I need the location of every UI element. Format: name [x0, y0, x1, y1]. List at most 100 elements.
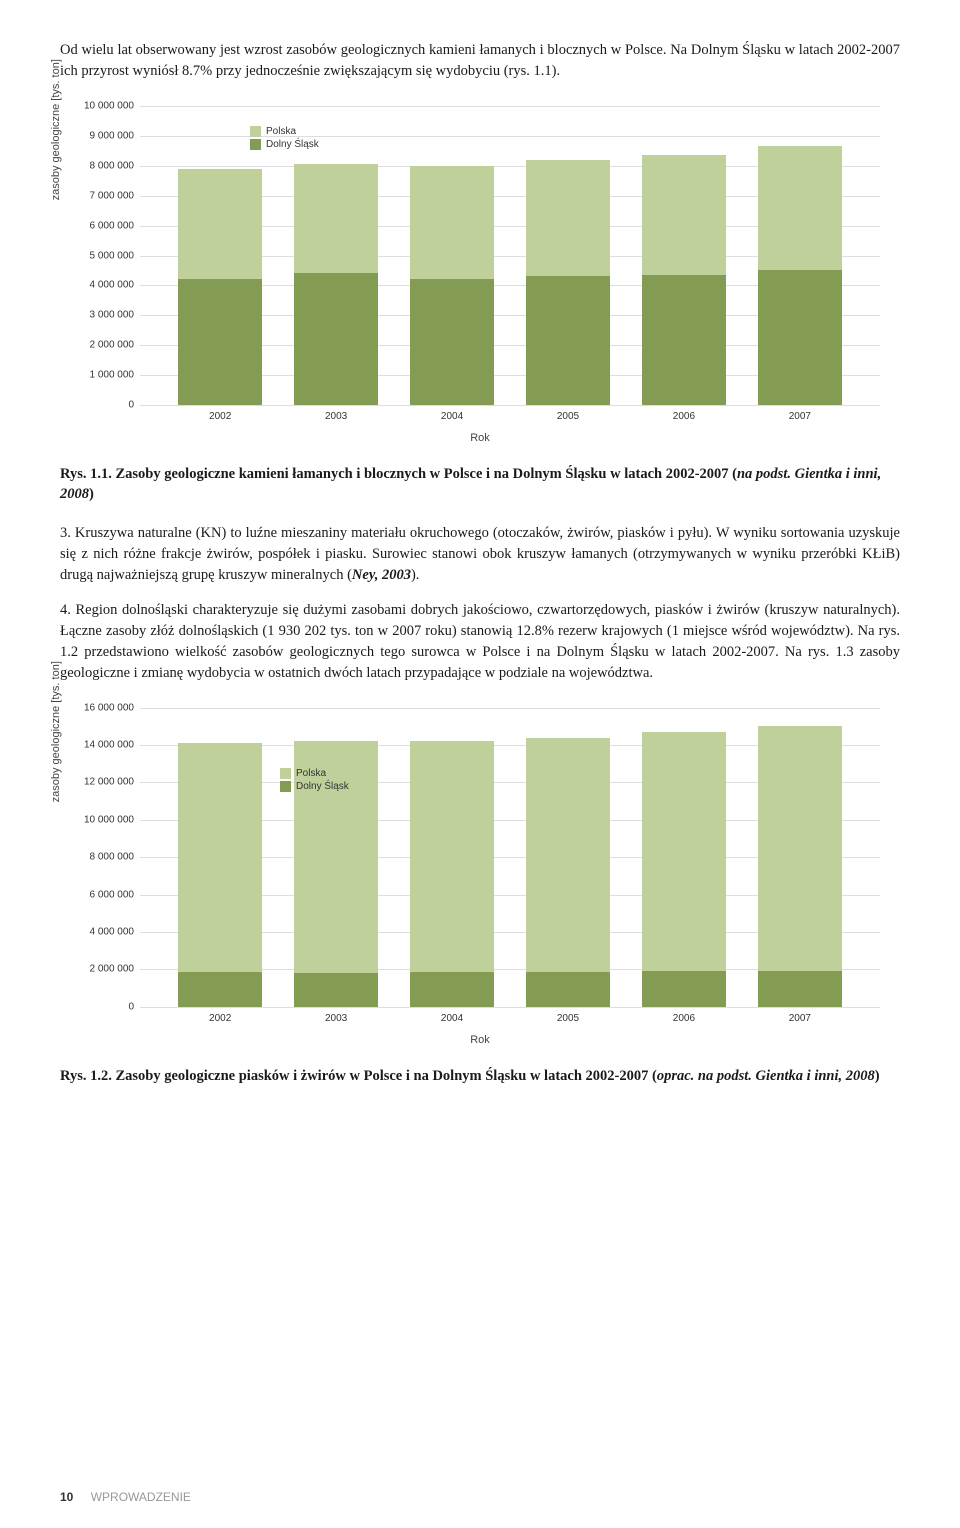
caption2-italic: oprac. na podst. Gientka i inni, 2008	[657, 1068, 875, 1084]
chart-xtick: 2004	[441, 411, 463, 422]
chart-xtick: 2005	[557, 411, 579, 422]
chart-xtick: 2002	[209, 1013, 231, 1024]
bar-dolny-slask	[178, 972, 261, 1007]
chart-ytick: 2 000 000	[90, 340, 135, 351]
chart-1-2: zasoby geologiczne [tys. ton] PolskaDoln…	[60, 698, 900, 1048]
chart-xtick: 2004	[441, 1013, 463, 1024]
chart-gridline	[140, 405, 880, 406]
legend-swatch	[250, 126, 261, 137]
chart-xtick: 2006	[673, 1013, 695, 1024]
chart-ytick: 10 000 000	[84, 814, 134, 825]
chart-ytick: 7 000 000	[90, 190, 135, 201]
chart2-xlabel: Rok	[470, 1034, 490, 1046]
chart1-legend: Polska Dolny Śląsk	[250, 126, 319, 152]
chart2-plot: Polska Dolny Śląsk 2002 2003 2004 2005 2006 20…	[140, 708, 880, 1008]
legend-item: Polska	[250, 126, 319, 137]
bar-dolny-slask	[642, 971, 725, 1007]
bar-dolny-slask	[410, 972, 493, 1006]
section-name: WPROWADZENIE	[91, 1490, 191, 1504]
intro-paragraph: Od wielu lat obserwowany jest wzrost zas…	[60, 40, 900, 82]
chart-1-1: zasoby geologiczne [tys. ton] PolskaDoln…	[60, 96, 900, 446]
chart-gridline	[140, 106, 880, 107]
bar-dolny-slask	[294, 973, 377, 1007]
chart-ytick: 4 000 000	[90, 280, 135, 291]
caption2-end: )	[875, 1068, 880, 1084]
page-number: 10	[60, 1490, 73, 1504]
chart-ytick: 16 000 000	[84, 702, 134, 713]
chart-xtick: 2006	[673, 411, 695, 422]
chart-ytick: 6 000 000	[90, 220, 135, 231]
chart-xtick: 2003	[325, 411, 347, 422]
chart-ytick: 4 000 000	[90, 926, 135, 937]
chart1-ylabel: zasoby geologiczne [tys. ton]	[50, 59, 62, 200]
bar-group: 2007	[758, 708, 841, 1007]
bar-polska	[758, 726, 841, 1006]
bar-dolny-slask	[526, 972, 609, 1007]
chart-ytick: 6 000 000	[90, 889, 135, 900]
bar-dolny-slask	[526, 276, 609, 405]
chart-ytick: 9 000 000	[90, 130, 135, 141]
bar-group: 2005	[526, 708, 609, 1007]
chart-gridline	[140, 1007, 880, 1008]
chart2-legend: Polska Dolny Śląsk	[280, 768, 349, 794]
caption1-bold: Rys. 1.1. Zasoby geologiczne kamieni łam…	[60, 466, 737, 482]
chart-ytick: 5 000 000	[90, 250, 135, 261]
chart-xtick: 2007	[789, 1013, 811, 1024]
legend-label: Polska	[296, 768, 326, 779]
legend-swatch	[280, 768, 291, 779]
chart-ytick: 8 000 000	[90, 160, 135, 171]
chart-xtick: 2003	[325, 1013, 347, 1024]
chart-ytick: 3 000 000	[90, 310, 135, 321]
bar-dolny-slask	[178, 279, 261, 405]
bar-group: 2004	[410, 106, 493, 405]
bar-group: 2004	[410, 708, 493, 1007]
chart-ytick: 0	[128, 1001, 134, 1012]
bar-group: 2006	[642, 708, 725, 1007]
chart1-xlabel: Rok	[470, 432, 490, 444]
bar-polska	[526, 738, 609, 1007]
para3-c: ).	[411, 567, 419, 583]
chart1-plot: PolskaDolny Śląsk 2002200320042005200620…	[140, 106, 880, 406]
bar-polska	[642, 732, 725, 1007]
legend-swatch	[250, 139, 261, 150]
para3-b: Ney, 2003	[352, 567, 411, 583]
caption-1-1: Rys. 1.1. Zasoby geologiczne kamieni łam…	[60, 464, 900, 505]
page-footer: 10 WPROWADZENIE	[60, 1490, 191, 1504]
chart-xtick: 2005	[557, 1013, 579, 1024]
chart-ytick: 14 000 000	[84, 740, 134, 751]
caption1-end: )	[89, 486, 94, 502]
bar-group: 2006	[642, 106, 725, 405]
bar-dolny-slask	[642, 275, 725, 405]
caption2-bold: Rys. 1.2. Zasoby geologiczne piasków i ż…	[60, 1068, 657, 1084]
bar-dolny-slask	[410, 279, 493, 405]
bar-group: 2007	[758, 106, 841, 405]
bar-dolny-slask	[758, 971, 841, 1007]
bar-polska	[178, 743, 261, 1006]
chart-xtick: 2007	[789, 411, 811, 422]
chart-xtick: 2002	[209, 411, 231, 422]
para3-a: 3. Kruszywa naturalne (KN) to luźne mies…	[60, 525, 900, 583]
chart-ytick: 2 000 000	[90, 964, 135, 975]
bar-polska	[410, 741, 493, 1006]
legend-item: Polska	[280, 768, 349, 779]
chart-ytick: 1 000 000	[90, 370, 135, 381]
chart2-ylabel: zasoby geologiczne [tys. ton]	[50, 661, 62, 802]
chart-ytick: 12 000 000	[84, 777, 134, 788]
chart-ytick: 10 000 000	[84, 101, 134, 112]
paragraph-4: 4. Region dolnośląski charakteryzuje się…	[60, 600, 900, 684]
chart-ytick: 8 000 000	[90, 852, 135, 863]
bar-group: 2002	[178, 708, 261, 1007]
caption-1-2: Rys. 1.2. Zasoby geologiczne piasków i ż…	[60, 1066, 900, 1086]
chart-gridline	[140, 708, 880, 709]
legend-label: Dolny Śląsk	[296, 781, 349, 792]
bar-dolny-slask	[294, 273, 377, 405]
bar-group: 2003	[294, 708, 377, 1007]
legend-item: Dolny Śląsk	[250, 139, 319, 150]
bar-group: 2005	[526, 106, 609, 405]
paragraph-3: 3. Kruszywa naturalne (KN) to luźne mies…	[60, 523, 900, 586]
legend-swatch	[280, 781, 291, 792]
legend-label: Dolny Śląsk	[266, 139, 319, 150]
legend-label: Polska	[266, 126, 296, 137]
legend-item: Dolny Śląsk	[280, 781, 349, 792]
bar-dolny-slask	[758, 270, 841, 405]
